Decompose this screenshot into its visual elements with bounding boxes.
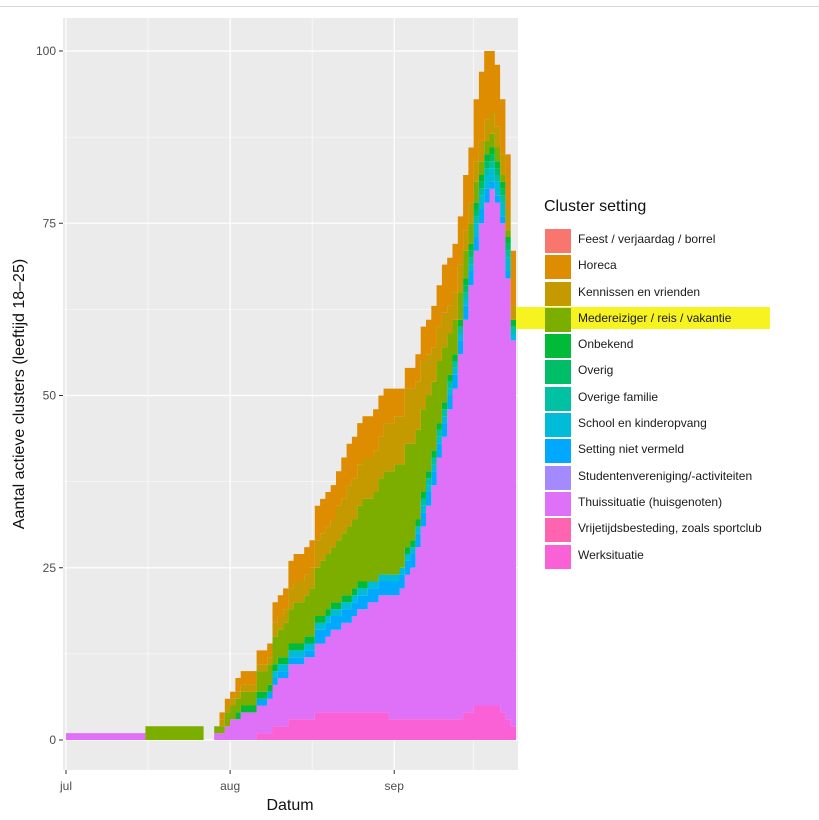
area-series-medereiziger-reis-vakantie (66, 133, 516, 740)
x-tick-label: aug (220, 779, 240, 793)
legend-item-setting-niet-vermeld: Setting niet vermeld (544, 438, 804, 464)
legend-item-thuissituatie: Thuissituatie (huisgenoten) (544, 491, 804, 517)
legend-key-setting-niet-vermeld (545, 439, 571, 464)
y-tick-label: 25 (43, 561, 57, 575)
x-axis-title: Datum (266, 797, 313, 814)
legend-key-feest (545, 229, 571, 253)
legend-label-horeca: Horeca (578, 258, 617, 273)
legend-item-studentenvereniging: Studentenvereniging/-activiteiten (544, 465, 804, 491)
y-tick-label: 75 (43, 216, 57, 230)
legend-item-overige-familie: Overige familie (544, 386, 804, 412)
legend-key-overig (545, 360, 571, 385)
legend-label-onbekend: Onbekend (578, 337, 634, 352)
legend-key-werksituatie (545, 544, 571, 569)
legend-item-onbekend: Onbekend (544, 333, 804, 359)
legend-label-medereiziger: Medereiziger / reis / vakantie (578, 310, 732, 325)
y-axis-ticks: 0 25 50 75 100 (36, 44, 63, 747)
legend-item-feest: Feest / verjaardag / borrel (544, 228, 804, 254)
legend-label-feest: Feest / verjaardag / borrel (578, 232, 716, 246)
legend-item-horeca: Horeca (544, 254, 804, 280)
x-tick-label: sep (385, 779, 405, 793)
legend-key-vrijetijdsbesteding (545, 518, 571, 543)
legend-highlight-band (516, 307, 770, 329)
legend-item-kennissen: Kennissen en vrienden (544, 281, 804, 307)
area-series-group (66, 51, 516, 741)
y-tick-label: 50 (43, 389, 57, 403)
legend-key-overige-familie (545, 386, 571, 411)
legend-key-medereiziger (545, 307, 571, 332)
legend: Cluster setting Feest / verjaardag / bor… (544, 196, 804, 570)
legend-label-school: School en kinderopvang (578, 416, 707, 431)
legend-label-studentenvereniging: Studentenvereniging/-activiteiten (578, 468, 753, 483)
legend-key-kennissen (545, 281, 571, 306)
legend-label-werksituatie: Werksituatie (578, 547, 644, 562)
legend-title: Cluster setting (544, 198, 647, 215)
legend-label-kennissen: Kennissen en vrienden (578, 284, 701, 299)
legend-key-studentenvereniging (545, 465, 571, 490)
y-axis-title: Aantal actieve clusters (leeftijd 18–25) (11, 259, 28, 529)
legend-item-vrijetijdsbesteding: Vrijetijdsbesteding, zoals sportclub (544, 517, 804, 543)
x-tick-label: jul (59, 779, 72, 793)
y-tick-label: 100 (36, 44, 56, 58)
legend-key-horeca (545, 255, 571, 280)
legend-item-school: School en kinderopvang (544, 412, 804, 438)
legend-key-school (545, 413, 571, 438)
y-tick-label: 0 (49, 733, 56, 747)
area-series-thuissituatie-huisgenoten (66, 188, 516, 741)
top-divider (0, 6, 819, 7)
x-axis-ticks: jul aug sep (59, 770, 404, 793)
area-series-werksituatie (66, 705, 516, 740)
legend-label-setting-niet-vermeld: Setting niet vermeld (578, 442, 685, 457)
legend-item-overig: Overig (544, 359, 804, 385)
legend-label-thuissituatie: Thuissituatie (huisgenoten) (578, 494, 723, 509)
legend-label-overig: Overig (578, 363, 614, 378)
legend-label-vrijetijdsbesteding: Vrijetijdsbesteding, zoals sportclub (578, 521, 762, 536)
legend-item-werksituatie: Werksituatie (544, 544, 804, 570)
legend-label-overige-familie: Overige familie (578, 389, 659, 404)
legend-key-thuissituatie (545, 491, 571, 516)
legend-key-onbekend (545, 334, 571, 359)
legend-item-medereiziger: Medereiziger / reis / vakantie (544, 307, 804, 333)
